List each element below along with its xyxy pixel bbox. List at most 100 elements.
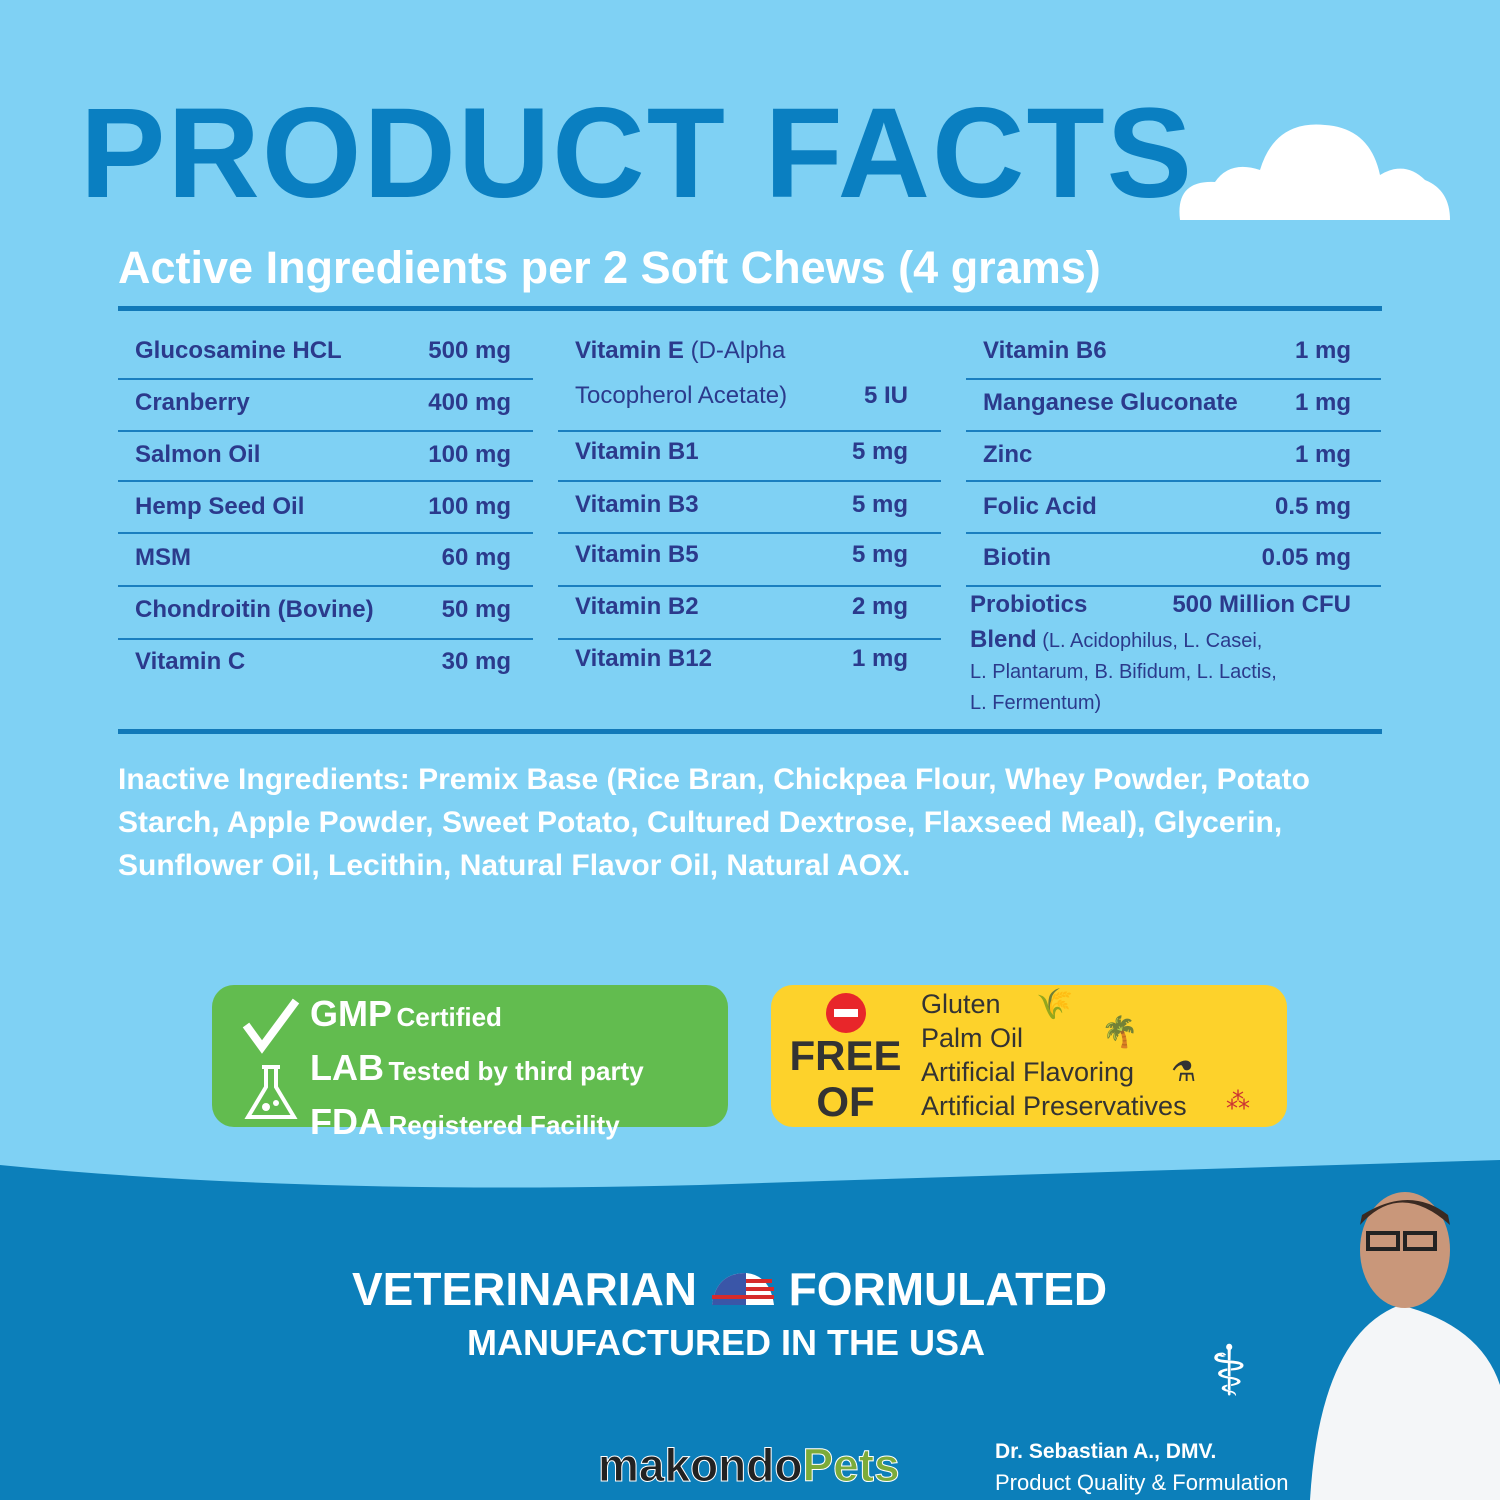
free-of-list: Gluten Palm Oil Artificial Flavoring Art… [921,987,1187,1123]
row-divider [966,480,1381,482]
ingredient-amount: 50 mg [441,596,511,623]
ingredient-amount: 100 mg [428,441,511,468]
ingredient-row: Vitamin B12 1 mg [575,639,908,679]
cloud-icon [1179,124,1450,220]
doctor-role: Product Quality & Formulation [995,1470,1289,1495]
ingredient-amount: 5 mg [851,541,908,568]
row-divider [118,532,533,534]
no-wheat-icon: 🌾 [1036,988,1074,1021]
ingredient-amount: 100 mg [428,493,511,520]
free-of-item: Artificial Preservatives [921,1091,1187,1121]
ingredient-name: Cranberry [135,389,250,416]
row-divider [966,585,1381,587]
strain-list: L. Plantarum, B. Bifidum, L. Lactis, [970,661,1277,683]
ingredient-name: Vitamin B12 [575,645,712,672]
free-of-label: FREE OF [783,1033,908,1125]
no-flavoring-icon: ⚗ [1171,1056,1197,1087]
ingredient-name: Vitamin B1 [575,438,699,465]
free-of-item: Gluten [921,989,1001,1019]
ingredient-amount: 1 mg [1294,337,1351,364]
ingredient-name: Zinc [983,441,1033,468]
bottom-wave [0,1160,1500,1500]
veterinarian-text: VETERINARIAN [352,1263,698,1315]
brand-name-b: Pets [802,1439,900,1492]
ingredient-name: Vitamin B5 [575,541,699,568]
ingredient-row-vitamin-e-cont: Tocopherol Acetate) 5 IU [575,376,908,416]
ingredient-row: Hemp Seed Oil 100 mg [135,487,511,527]
ingredient-row: Cranberry 400 mg [135,383,511,423]
row-divider [558,638,941,640]
ingredient-amount: 5 IU [863,382,908,409]
top-rule [118,306,1382,311]
ingredient-amount: 0.05 mg [1261,544,1351,571]
ingredient-name: Vitamin B2 [575,593,699,620]
active-ingredients-heading: Active Ingredients per 2 Soft Chews (4 g… [118,242,1101,293]
cert-label: GMP [310,993,393,1034]
ingredient-row: Vitamin B6 1 mg [983,331,1351,371]
check-and-flask-icon [242,998,300,1119]
row-divider [558,480,941,482]
ingredient-row: Vitamin B3 5 mg [575,485,908,525]
ingredient-name: Salmon Oil [135,441,261,468]
ingredient-row: Folic Acid 0.5 mg [983,487,1351,527]
doctor-photo [1310,1192,1500,1500]
ingredient-name: Folic Acid [983,493,1097,520]
ingredient-row-vitamin-e: Vitamin E (D-Alpha [575,331,908,371]
row-divider [558,532,941,534]
row-divider [118,638,533,640]
ingredient-row: Salmon Oil 100 mg [135,435,511,475]
ingredient-row: MSM 60 mg [135,538,511,578]
cert-label: FDA [310,1101,384,1142]
ingredient-amount: 60 mg [441,544,511,571]
ingredient-name: Chondroitin (Bovine) [135,596,374,623]
ingredient-name: Vitamin B3 [575,491,699,518]
ingredient-name: Manganese Gluconate [983,389,1238,416]
ingredient-name: MSM [135,544,191,571]
no-palm-icon: 🌴 [1101,1016,1139,1049]
ingredient-row: Vitamin C 30 mg [135,642,511,682]
ingredient-row: Chondroitin (Bovine) 50 mg [135,590,511,630]
strain-list: L. Fermentum) [970,692,1102,714]
formulated-text: FORMULATED [788,1263,1108,1315]
ingredient-name: Glucosamine HCL [135,337,342,364]
row-divider [118,480,533,482]
ingredient-amount: 400 mg [428,389,511,416]
no-entry-icon [826,993,866,1033]
ingredient-amount: 2 mg [851,593,908,620]
page-title: PRODUCT FACTS [80,82,1194,225]
cert-list: GMP Certified LAB Tested by third party … [310,991,644,1153]
row-divider [118,430,533,432]
ingredient-amount: 5 mg [851,438,908,465]
ingredient-amount: 500 mg [428,337,511,364]
row-divider [118,585,533,587]
ingredient-name: Vitamin C [135,648,246,675]
ingredient-row: Biotin 0.05 mg [983,538,1351,578]
brand-logo: makondoPets [597,1438,900,1492]
cert-label: LAB [310,1047,384,1088]
row-divider [966,430,1381,432]
ingredient-name: Vitamin B6 [983,337,1107,364]
bottom-rule [118,729,1382,734]
ingredient-detail: Tocopherol Acetate) [575,382,788,409]
free-of-item: Artificial Flavoring [921,1057,1135,1087]
doctor-name: Dr. Sebastian A., DMV. [995,1440,1217,1463]
ingredient-row: Vitamin B1 5 mg [575,432,908,472]
row-divider [966,378,1381,380]
free-label: FREE [789,1032,902,1079]
ingredient-amount: 0.5 mg [1274,493,1351,520]
ingredient-amount: 30 mg [441,648,511,675]
no-preservatives-icon: ⁂ [1226,1088,1250,1115]
strain-list: (L. Acidophilus, L. Casei, [1042,630,1263,652]
inactive-ingredients: Inactive Ingredients: Premix Base (Rice … [118,763,1311,882]
ingredient-row-probiotics: Probiotics 500 Million CFU [970,585,1351,625]
us-flag-icon [711,1273,774,1305]
ingredient-row: Glucosamine HCL 500 mg [135,331,511,371]
ingredient-row: Zinc 1 mg [983,435,1351,475]
row-divider [558,430,941,432]
row-divider [118,378,533,380]
brand-name-a: makondo [597,1439,803,1492]
row-divider [966,532,1381,534]
ingredient-name: Blend [970,626,1037,653]
ingredient-row: Vitamin B2 2 mg [575,587,908,627]
certification-badge: GMP Certified LAB Tested by third party … [212,985,728,1142]
